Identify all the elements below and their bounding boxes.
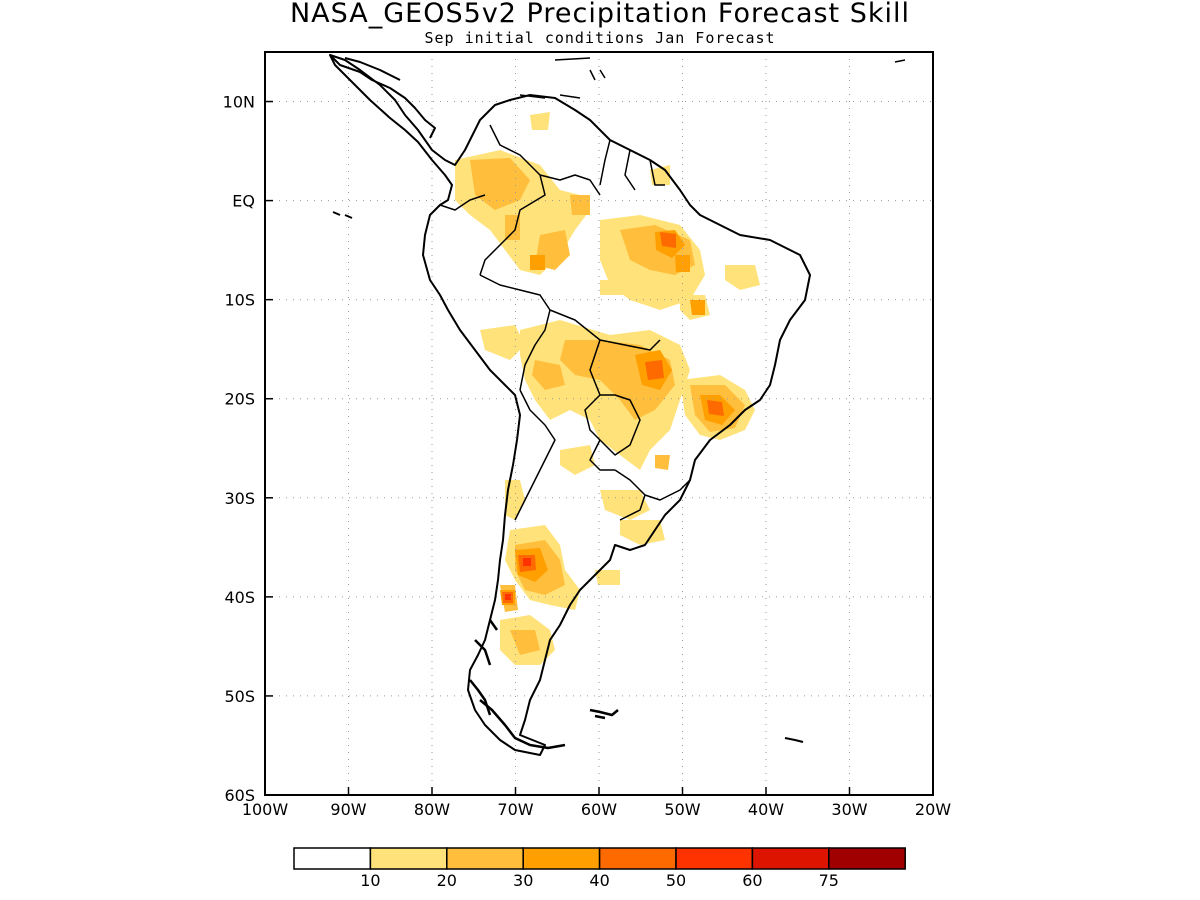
x-axis: 100W 90W 80W 70W 60W 50W 40W 30W 20W [242, 787, 951, 819]
y-tick-label: 10S [224, 291, 255, 310]
y-axis: 10N EQ 10S 20S 30S 40S 50S 60S [223, 93, 273, 805]
colorbar-label: 10 [360, 871, 380, 890]
skill-contours [455, 112, 760, 665]
falkland-islands [589, 708, 619, 720]
galapagos [332, 211, 353, 219]
y-tick-label: 50S [224, 687, 255, 706]
colorbar-swatch [751, 847, 830, 870]
y-tick-label: 60S [224, 786, 255, 805]
y-tick-label: 40S [224, 588, 255, 607]
coastlines [329, 54, 906, 756]
tierra-del-fuego [479, 699, 566, 750]
colorbar-label: 20 [437, 871, 457, 890]
colorbar-swatch [828, 847, 906, 870]
y-tick-label: 10N [223, 93, 255, 112]
map-gridlines [265, 52, 933, 795]
x-tick-label: 50W [664, 800, 700, 819]
colorbar-label: 75 [819, 871, 839, 890]
colorbar-swatch [446, 847, 524, 870]
central-america [329, 54, 436, 139]
colorbar-swatch [675, 847, 754, 870]
y-tick-label: 20S [224, 390, 255, 409]
chilean-fjords [469, 619, 499, 716]
y-tick-label: 30S [224, 489, 255, 508]
x-tick-label: 80W [414, 800, 450, 819]
colorbar-label: 60 [742, 871, 762, 890]
x-tick-label: 90W [330, 800, 366, 819]
colorbar-label: 30 [513, 871, 533, 890]
colorbar-swatch [522, 847, 601, 870]
colorbar-label: 50 [666, 871, 686, 890]
colorbar-swatch [293, 847, 372, 870]
colorbar: 10 20 30 40 50 60 75 [293, 847, 906, 890]
map-title: NASA_GEOS5v2 Precipitation Forecast Skil… [289, 0, 911, 29]
x-tick-label: 70W [497, 800, 533, 819]
south-america-outline [329, 54, 811, 756]
colorbar-label: 40 [589, 871, 609, 890]
x-tick-label: 30W [831, 800, 867, 819]
colorbar-swatch [369, 847, 448, 870]
x-tick-label: 20W [915, 800, 951, 819]
x-tick-label: 40W [748, 800, 784, 819]
caribbean-islands [519, 57, 906, 99]
y-tick-label: EQ [232, 192, 255, 211]
colorbar-swatch [598, 847, 677, 870]
map-subtitle: Sep initial conditions Jan Forecast [424, 29, 776, 47]
country-borders [439, 124, 691, 521]
x-tick-label: 60W [581, 800, 617, 819]
x-tick-label: 100W [242, 800, 289, 819]
south-georgia [784, 737, 804, 743]
